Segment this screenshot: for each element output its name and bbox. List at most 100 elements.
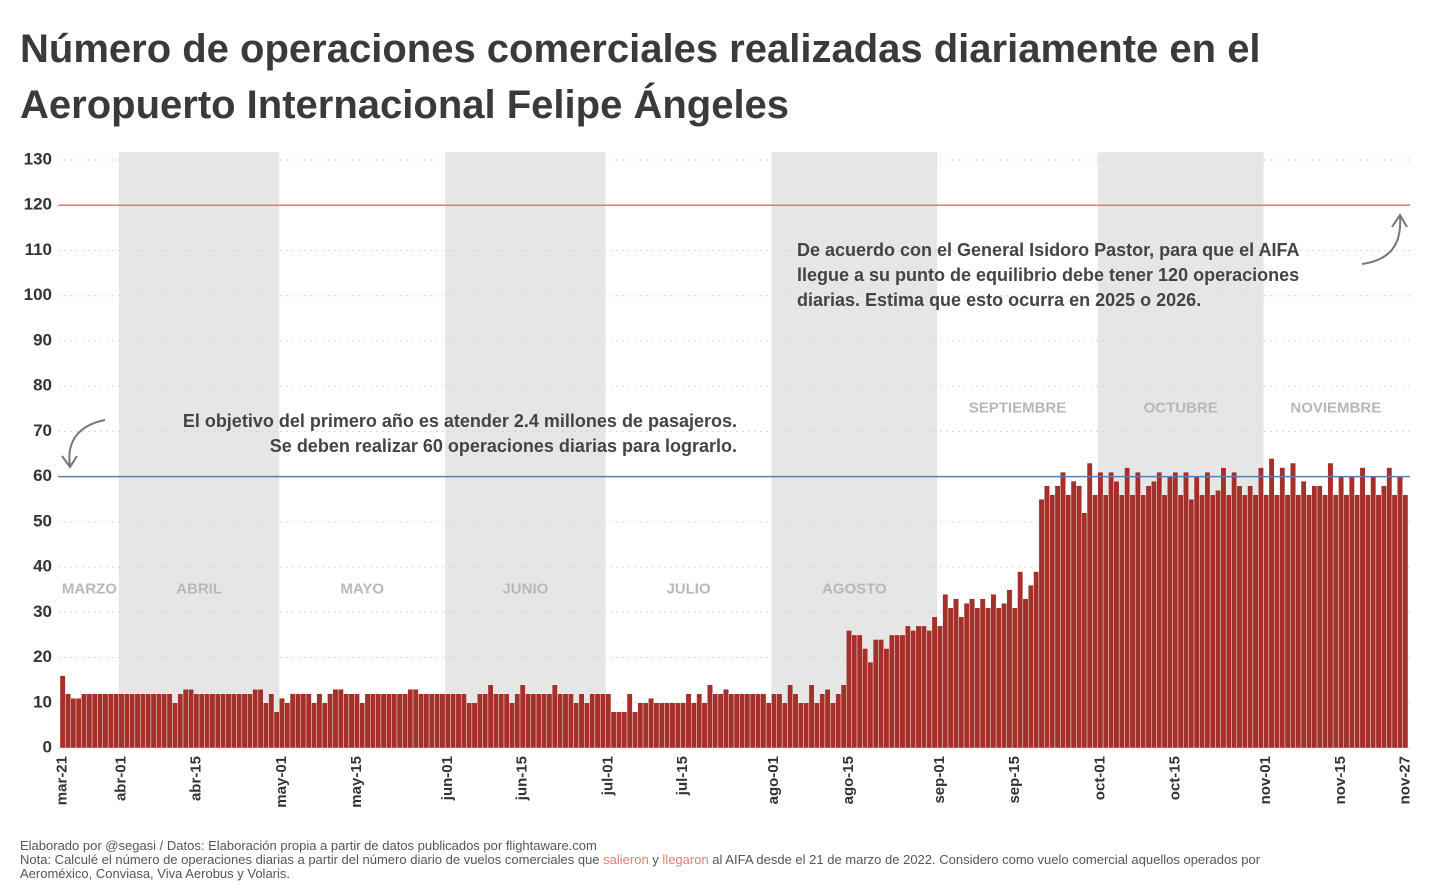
bar — [840, 684, 847, 749]
bar — [1177, 494, 1184, 749]
bar — [519, 684, 526, 749]
bar — [781, 702, 788, 749]
chart-title: Número de operaciones comerciales realiz… — [20, 27, 1261, 71]
bar — [862, 648, 868, 749]
bar — [81, 693, 87, 749]
bar — [1381, 485, 1387, 749]
bar — [830, 702, 836, 749]
bar — [509, 702, 515, 749]
bar — [1006, 589, 1013, 749]
bar — [354, 693, 360, 749]
bar — [610, 711, 617, 749]
bar — [477, 693, 483, 749]
bar — [557, 693, 564, 749]
bar — [225, 693, 232, 749]
bar — [883, 648, 890, 749]
bar — [567, 693, 574, 749]
bar — [1044, 485, 1050, 749]
y-tick-label: 60 — [33, 466, 52, 485]
bar — [1300, 480, 1307, 749]
x-tick-label: may-15 — [348, 756, 365, 808]
bar — [1215, 489, 1221, 749]
bar — [444, 693, 451, 749]
bar — [359, 702, 366, 749]
bar — [498, 693, 505, 749]
bar — [744, 693, 751, 749]
bar — [263, 702, 269, 749]
bar — [771, 693, 777, 749]
bar — [653, 702, 660, 749]
bar — [316, 693, 323, 749]
annotation: El objetivo del primero año es atender 2… — [183, 411, 737, 431]
bar — [717, 693, 724, 749]
bar — [380, 693, 387, 749]
bar — [969, 598, 975, 749]
bar — [1011, 607, 1018, 749]
bar — [300, 693, 307, 749]
x-tick-label: oct-01 — [1091, 756, 1108, 800]
bar — [236, 693, 243, 749]
bar — [1354, 494, 1361, 749]
bar — [402, 693, 408, 749]
bar — [1161, 494, 1168, 749]
x-tick-label: sep-15 — [1006, 756, 1023, 804]
bar — [1124, 467, 1131, 749]
bar — [1295, 494, 1302, 749]
footer-credit: Elaborado por @segasi / Datos: Elaboraci… — [20, 838, 597, 853]
x-tick-label: jul-01 — [599, 756, 616, 796]
bar — [1316, 485, 1323, 749]
bar — [674, 702, 681, 749]
bar — [102, 693, 109, 749]
bar — [856, 634, 863, 749]
note-highlight: llegaron — [662, 852, 708, 867]
bar — [364, 693, 371, 749]
bar — [1060, 471, 1066, 749]
bar — [765, 702, 772, 749]
bar — [1386, 467, 1393, 749]
bar — [1092, 494, 1098, 749]
arrow-head — [1391, 213, 1408, 228]
bar — [503, 693, 510, 749]
y-tick-label: 110 — [25, 240, 52, 259]
annotation: llegue a su punto de equilibrio debe ten… — [797, 265, 1299, 285]
grid: 0 10 20 30 40 50 60 70 80 90 100 110 120 130 — [24, 149, 1410, 756]
bar — [621, 711, 628, 749]
bar — [733, 693, 740, 749]
bar — [1241, 494, 1248, 749]
bar — [129, 693, 136, 749]
bar — [835, 693, 842, 749]
bar — [995, 607, 1002, 749]
bar — [493, 693, 499, 749]
bar — [990, 594, 997, 749]
bar — [113, 693, 120, 749]
bar — [118, 693, 125, 749]
bar — [1306, 494, 1312, 749]
bar — [177, 693, 184, 749]
bar — [514, 693, 521, 749]
note-text: Nota: Calculé el número de operaciones d… — [20, 852, 603, 867]
bar — [1028, 584, 1034, 749]
bar — [337, 689, 344, 749]
month-label: JULIO — [666, 581, 711, 598]
bar — [1134, 471, 1141, 749]
bar — [637, 702, 644, 749]
bar — [894, 634, 901, 749]
bar — [214, 693, 221, 749]
x-tick-label: jun-01 — [439, 756, 456, 801]
bar — [332, 689, 339, 749]
bar — [1049, 494, 1056, 749]
bar — [979, 598, 986, 749]
bar — [1359, 467, 1366, 749]
bar — [487, 684, 494, 749]
month-band — [445, 152, 606, 748]
bar — [584, 702, 590, 749]
bar — [626, 693, 633, 749]
bar — [958, 616, 965, 749]
y-tick-label: 100 — [24, 285, 52, 304]
bar — [156, 693, 162, 749]
bar — [541, 693, 547, 749]
bar — [145, 693, 152, 749]
bar — [1070, 480, 1077, 749]
bar — [776, 693, 783, 749]
bar — [707, 684, 713, 749]
